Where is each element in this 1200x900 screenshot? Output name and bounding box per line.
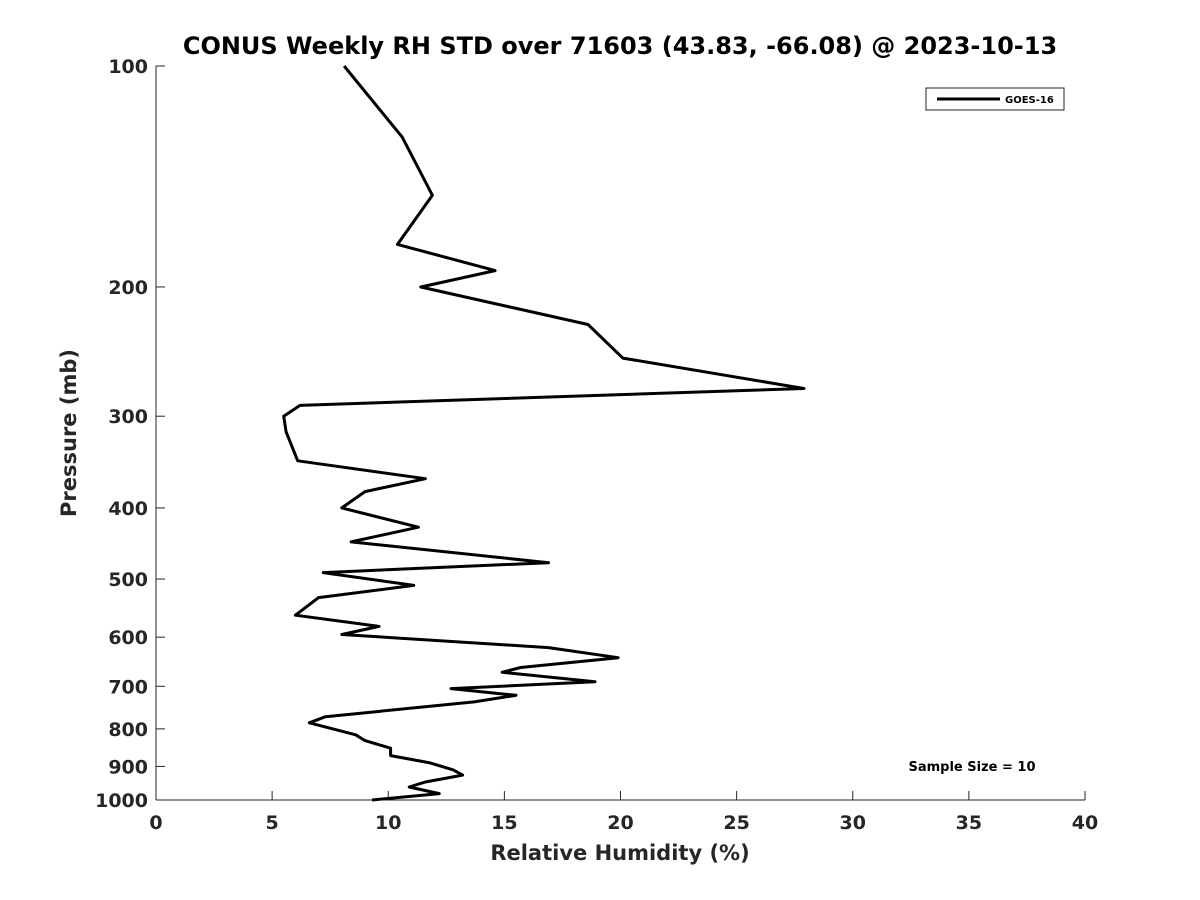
y-tick-label: 400 bbox=[108, 498, 148, 520]
y-tick-label: 600 bbox=[108, 627, 148, 649]
x-axis-label: Relative Humidity (%) bbox=[490, 841, 749, 865]
y-tick-label: 500 bbox=[108, 569, 148, 591]
x-tick-label: 5 bbox=[266, 812, 279, 834]
legend: GOES-16 bbox=[925, 87, 1065, 111]
series-line-goes16 bbox=[282, 65, 806, 802]
y-tick-label: 800 bbox=[108, 719, 148, 741]
y-tick-label: 100 bbox=[108, 56, 148, 78]
x-tick-label: 30 bbox=[840, 812, 866, 834]
x-tick-label: 0 bbox=[149, 812, 162, 834]
x-ticks: 0 5 10 15 20 25 30 35 40 bbox=[149, 791, 1098, 834]
x-tick-label: 15 bbox=[491, 812, 517, 834]
sample-size-annotation: Sample Size = 10 bbox=[908, 760, 1035, 775]
y-tick-label: 200 bbox=[108, 277, 148, 299]
x-tick-label: 10 bbox=[375, 812, 401, 834]
legend-label-goes16: GOES-16 bbox=[1005, 95, 1054, 106]
x-tick-label: 35 bbox=[956, 812, 982, 834]
x-tick-label: 20 bbox=[607, 812, 633, 834]
x-tick-label: 25 bbox=[723, 812, 749, 834]
chart-title: CONUS Weekly RH STD over 71603 (43.83, -… bbox=[183, 32, 1057, 60]
y-tick-label: 1000 bbox=[95, 790, 148, 812]
y-ticks: 100 200 300 400 500 600 700 800 900 1000 bbox=[95, 56, 165, 812]
y-tick-label: 300 bbox=[108, 406, 148, 428]
x-tick-label: 40 bbox=[1072, 812, 1098, 834]
y-tick-label: 900 bbox=[108, 756, 148, 778]
y-tick-label: 700 bbox=[108, 676, 148, 698]
y-axis-label: Pressure (mb) bbox=[57, 349, 81, 517]
